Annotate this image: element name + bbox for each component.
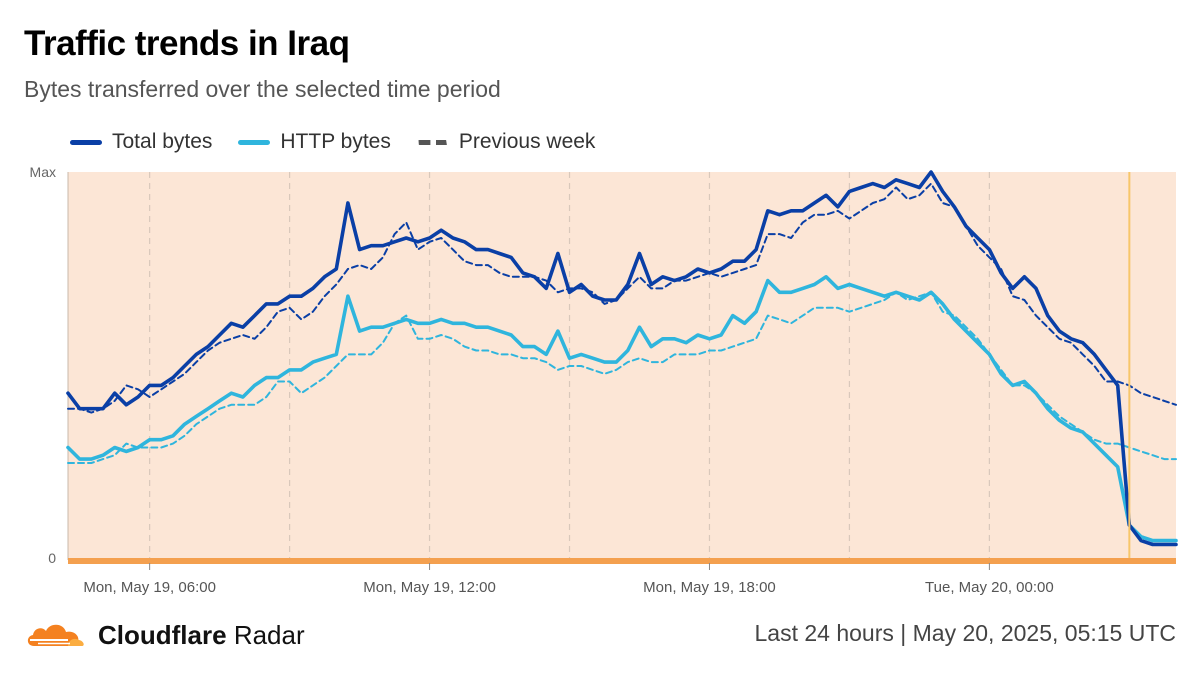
- timestamp-caption: Last 24 hours | May 20, 2025, 05:15 UTC: [754, 620, 1176, 647]
- brand-name-bold: Cloudflare: [98, 619, 227, 650]
- series-line-total-bytes: [66, 170, 1178, 547]
- x-tick-label: Mon, May 19, 12:00: [363, 579, 496, 596]
- legend-label-total-bytes: Total bytes: [112, 130, 213, 153]
- series-layer: [66, 170, 1178, 560]
- period-label: Last 24 hours: [754, 620, 894, 646]
- legend-swatch-total-bytes: [70, 139, 102, 145]
- cloudflare-radar-logo[interactable]: Cloudflare Radar: [24, 618, 305, 652]
- cloudflare-cloud-icon: [27, 624, 84, 646]
- legend-item-http-bytes[interactable]: HTTP bytes: [238, 130, 391, 154]
- legend-swatch-http-bytes: [238, 139, 271, 145]
- y-tick-max: Max: [30, 164, 56, 180]
- chart-legend: Total bytes HTTP bytes Previous week: [70, 130, 595, 154]
- axes: Max 0 Mon, May 19, 06:00 Mon, May 19, 12:00…: [30, 164, 1176, 596]
- x-axis-bar: [68, 558, 1176, 564]
- legend-label-previous-week: Previous week: [458, 130, 596, 153]
- timestamp-label: May 20, 2025, 05:15 UTC: [912, 620, 1176, 646]
- series-line-http-bytes: [66, 275, 1178, 543]
- legend-swatch-previous-week: [416, 139, 449, 145]
- x-tick-label: Mon, May 19, 06:00: [83, 579, 216, 596]
- legend-label-http-bytes: HTTP bytes: [280, 130, 391, 153]
- x-tick-label: Mon, May 19, 18:00: [643, 579, 776, 596]
- brand-name-light: Radar: [233, 619, 305, 650]
- traffic-line-chart: Max 0 Mon, May 19, 06:00 Mon, May 19, 12:00…: [30, 164, 1178, 596]
- x-tick-label: Tue, May 20, 00:00: [925, 579, 1054, 596]
- y-tick-zero: 0: [48, 550, 56, 566]
- chart-title: Traffic trends in Iraq: [24, 24, 350, 63]
- legend-item-previous-week[interactable]: Previous week: [416, 130, 596, 154]
- chart-subtitle: Bytes transferred over the selected time…: [24, 76, 501, 102]
- brand-name: Cloudflare Radar: [98, 620, 305, 651]
- plot-area: [68, 172, 1176, 560]
- caption-separator: |: [900, 620, 907, 646]
- legend-item-total-bytes[interactable]: Total bytes: [70, 130, 212, 154]
